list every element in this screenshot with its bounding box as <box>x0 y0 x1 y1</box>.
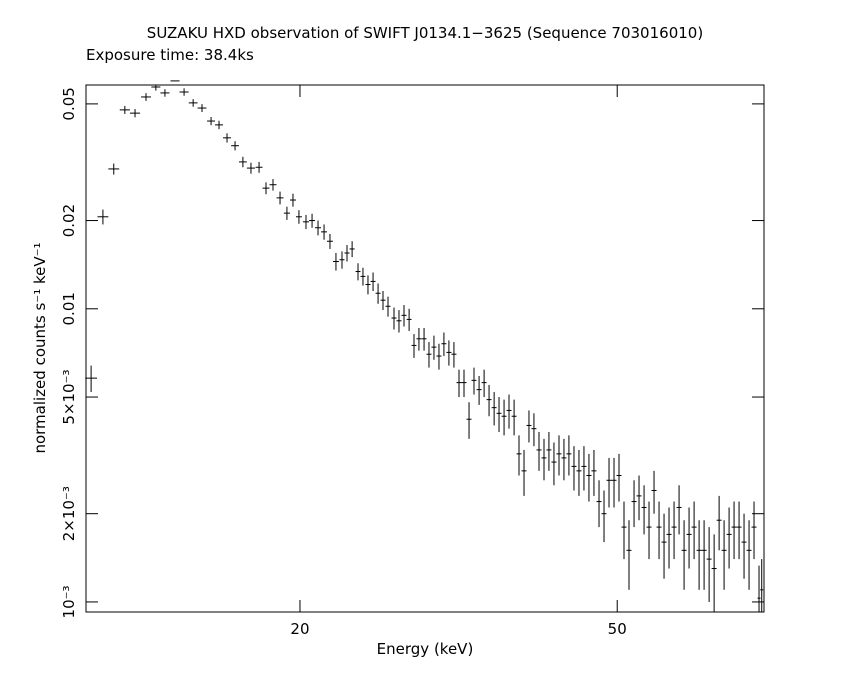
x-tick-label: 50 <box>608 620 627 638</box>
y-tick-label: 0.05 <box>60 87 78 120</box>
x-axis-label: Energy (keV) <box>377 640 474 658</box>
plot-frame <box>85 84 765 613</box>
x-tick-label: 20 <box>290 620 309 638</box>
y-axis-label: normalized counts s⁻¹ keV⁻¹ <box>31 242 49 453</box>
y-tick-label: 2×10⁻³ <box>60 486 78 541</box>
chart-title: SUZAKU HXD observation of SWIFT J0134.1−… <box>147 24 703 42</box>
y-tick-label: 5×10⁻³ <box>60 369 78 424</box>
chart-subtitle: Exposure time: 38.4ks <box>86 46 254 64</box>
y-tick-label: 10⁻³ <box>60 585 78 618</box>
y-tick-label: 0.02 <box>60 204 78 237</box>
y-tick-label: 0.01 <box>60 292 78 325</box>
